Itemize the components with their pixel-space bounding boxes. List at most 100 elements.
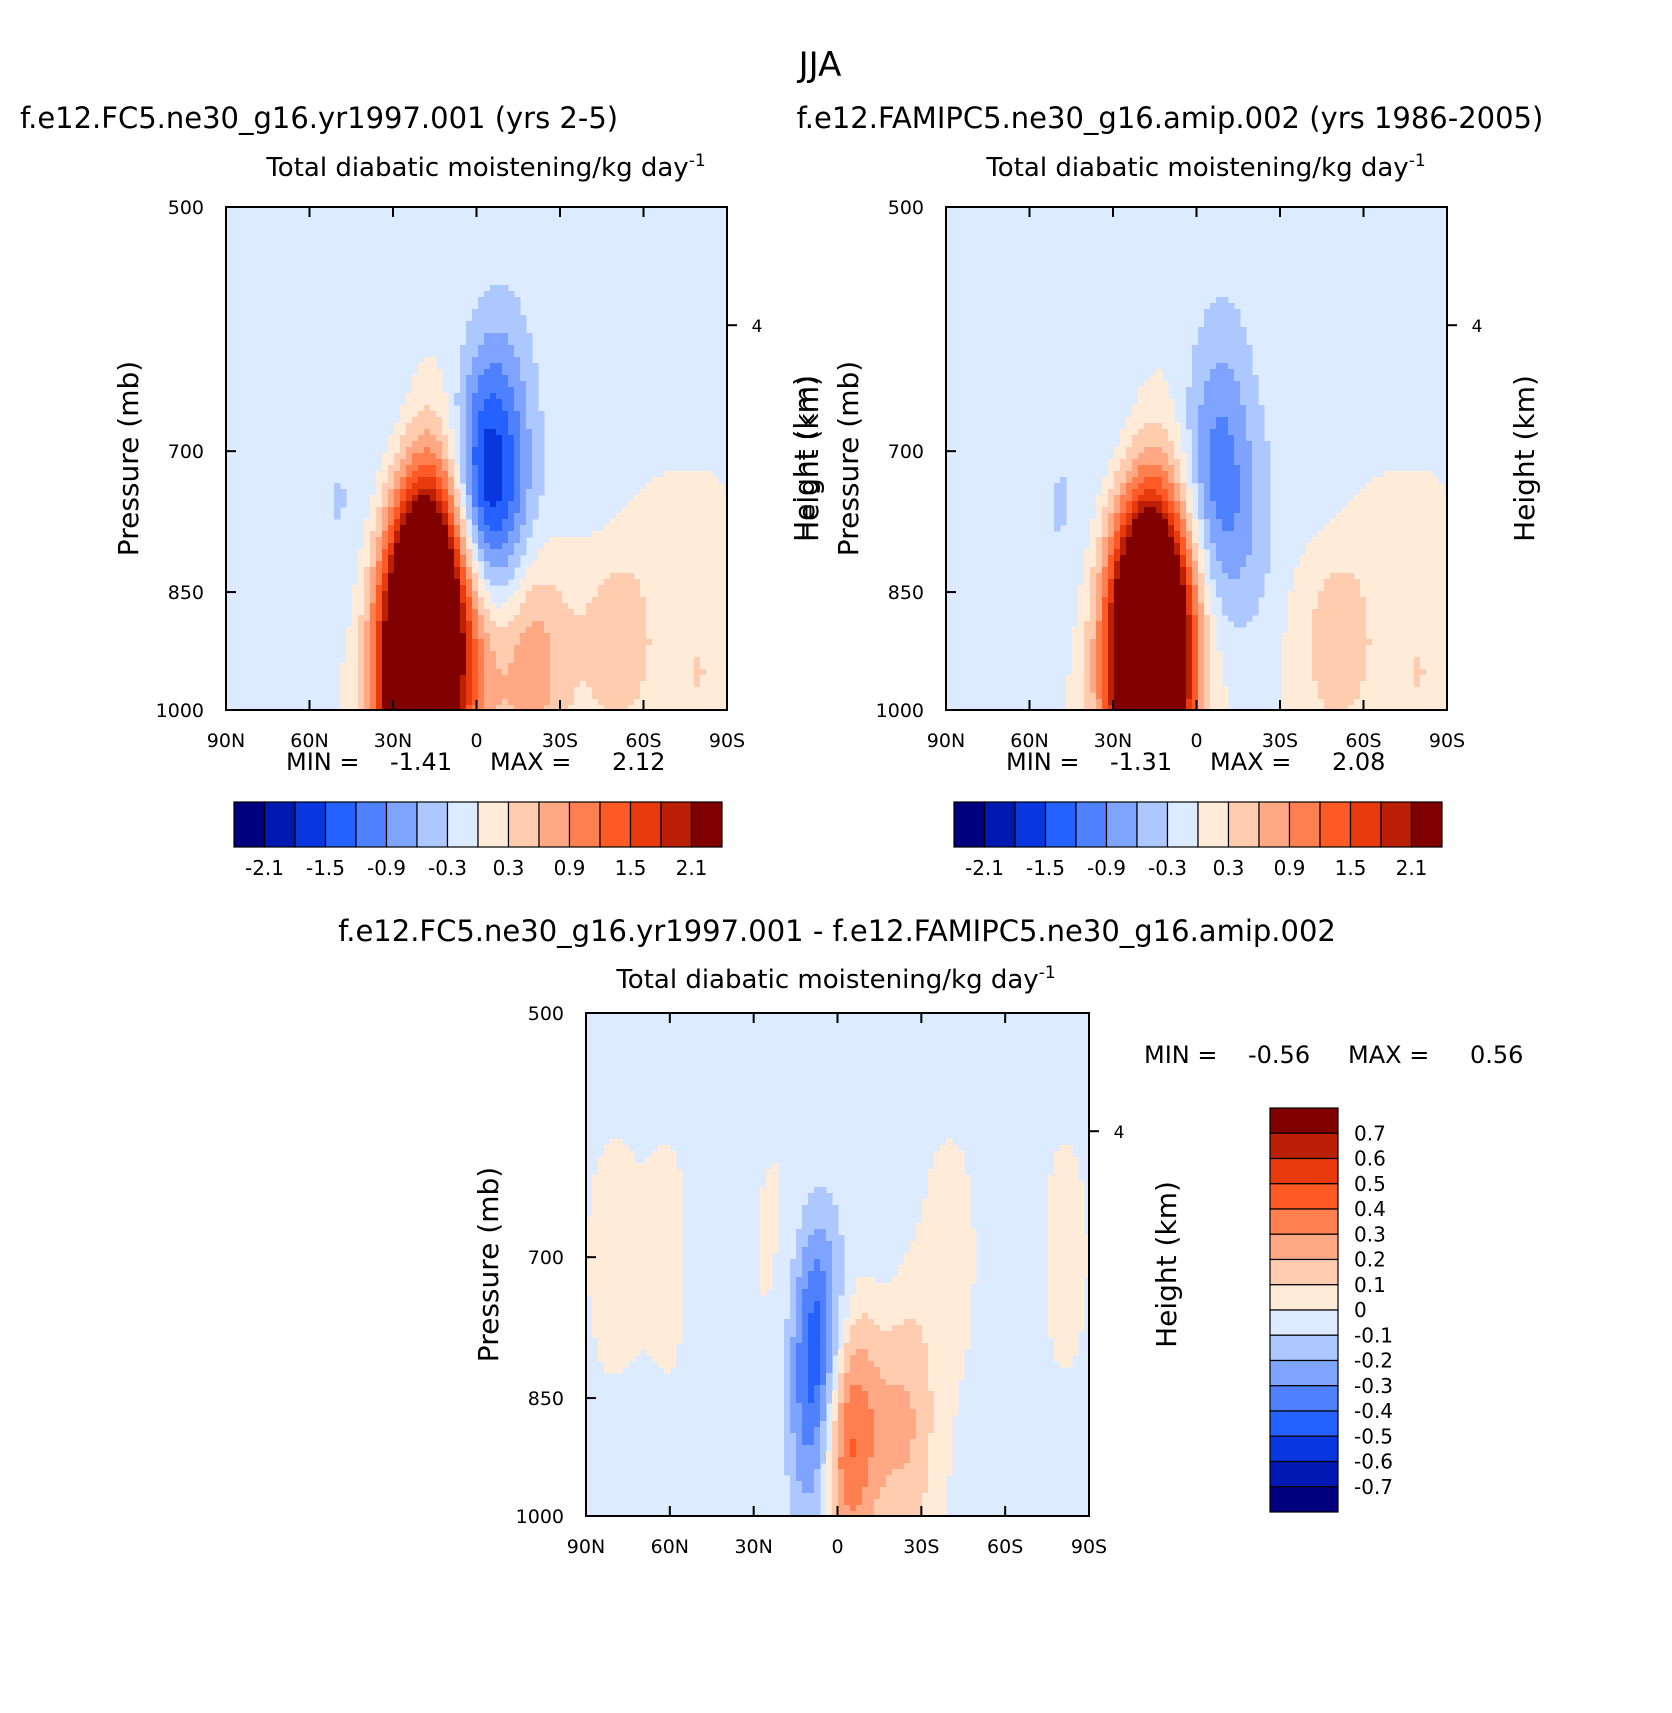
field-cell bbox=[1168, 489, 1175, 496]
field-cell bbox=[634, 579, 641, 586]
field-cell bbox=[1114, 531, 1121, 538]
field-cell bbox=[430, 615, 437, 622]
field-cell bbox=[1252, 537, 1259, 544]
field-cell bbox=[670, 657, 677, 664]
field-cell bbox=[400, 591, 407, 598]
field-cell bbox=[1228, 405, 1235, 412]
field-cell bbox=[670, 525, 677, 532]
field-cell bbox=[394, 501, 401, 508]
field-cell bbox=[1258, 411, 1265, 418]
field-cell bbox=[460, 357, 467, 364]
field-cell bbox=[682, 609, 689, 616]
field-cell bbox=[1120, 597, 1127, 604]
field-cell bbox=[1342, 657, 1349, 664]
field-cell bbox=[562, 591, 569, 598]
field-cell bbox=[1156, 381, 1163, 388]
field-cell bbox=[1234, 561, 1241, 568]
field-cell bbox=[376, 507, 383, 514]
field-cell bbox=[676, 705, 683, 710]
field-cell bbox=[1432, 639, 1439, 646]
field-cell bbox=[472, 651, 479, 658]
field-cell bbox=[1372, 489, 1379, 496]
field-cell bbox=[478, 333, 485, 340]
field-cell bbox=[1132, 507, 1139, 514]
field-cell bbox=[700, 657, 707, 664]
field-cell bbox=[1126, 531, 1133, 538]
field-cell bbox=[604, 687, 611, 694]
field-cell bbox=[556, 645, 563, 652]
field-cell bbox=[688, 633, 695, 640]
field-cell bbox=[502, 477, 509, 484]
field-cell bbox=[1192, 537, 1199, 544]
field-cell bbox=[1246, 483, 1253, 490]
field-cell bbox=[1246, 417, 1253, 424]
field-cell bbox=[412, 639, 419, 646]
field-cell bbox=[1132, 519, 1139, 526]
field-cell bbox=[484, 453, 491, 460]
field-cell bbox=[400, 555, 407, 562]
field-cell bbox=[610, 663, 617, 670]
field-cell bbox=[628, 519, 635, 526]
field-cell bbox=[616, 585, 623, 592]
field-cell bbox=[514, 417, 521, 424]
field-cell bbox=[1096, 549, 1103, 556]
field-cell bbox=[694, 531, 701, 538]
field-cell bbox=[1114, 525, 1121, 532]
field-cell bbox=[1342, 597, 1349, 604]
field-cell bbox=[706, 573, 713, 580]
field-cell bbox=[1168, 561, 1175, 568]
field-cell bbox=[586, 669, 593, 676]
field-cell bbox=[1390, 591, 1397, 598]
field-cell bbox=[604, 699, 611, 706]
field-cell bbox=[1396, 579, 1403, 586]
field-cell bbox=[682, 621, 689, 628]
field-cell bbox=[718, 597, 725, 604]
field-cell bbox=[352, 705, 359, 710]
field-cell bbox=[1432, 633, 1439, 640]
field-cell bbox=[520, 525, 527, 532]
field-cell bbox=[538, 651, 545, 658]
field-cell bbox=[604, 633, 611, 640]
field-cell bbox=[1348, 591, 1355, 598]
field-cell bbox=[424, 615, 431, 622]
field-cell bbox=[538, 447, 545, 454]
field-cell bbox=[1126, 543, 1133, 550]
field-cell bbox=[658, 699, 665, 706]
field-cell bbox=[1090, 609, 1097, 616]
field-cell bbox=[496, 399, 503, 406]
field-cell bbox=[1426, 615, 1433, 622]
field-cell bbox=[562, 585, 569, 592]
field-cell bbox=[376, 705, 383, 710]
field-cell bbox=[520, 693, 527, 700]
field-cell bbox=[700, 663, 707, 670]
field-cell bbox=[436, 561, 443, 568]
field-cell bbox=[1162, 561, 1169, 568]
field-cell bbox=[508, 693, 515, 700]
field-cell bbox=[1144, 471, 1151, 478]
field-cell bbox=[340, 693, 347, 700]
colorbar-box bbox=[355, 801, 388, 848]
field-cell bbox=[1204, 321, 1211, 328]
field-cell bbox=[1192, 633, 1199, 640]
field-cell bbox=[1198, 429, 1205, 436]
field-cell bbox=[568, 573, 575, 580]
field-cell bbox=[568, 537, 575, 544]
field-cell bbox=[622, 663, 629, 670]
field-cell bbox=[1132, 615, 1139, 622]
field-cell bbox=[1258, 447, 1265, 454]
field-cell bbox=[1174, 567, 1181, 574]
field-cell bbox=[448, 591, 455, 598]
field-cell bbox=[448, 585, 455, 592]
field-cell bbox=[1354, 513, 1361, 520]
field-cell bbox=[472, 327, 479, 334]
field-cell bbox=[700, 531, 707, 538]
field-cell bbox=[1318, 585, 1325, 592]
field-cell bbox=[400, 417, 407, 424]
field-cell bbox=[508, 471, 515, 478]
field-cell bbox=[430, 651, 437, 658]
field-cell bbox=[1336, 639, 1343, 646]
field-cell bbox=[400, 495, 407, 502]
field-cell bbox=[1432, 483, 1439, 490]
field-cell bbox=[718, 705, 725, 710]
field-cell bbox=[424, 705, 431, 710]
